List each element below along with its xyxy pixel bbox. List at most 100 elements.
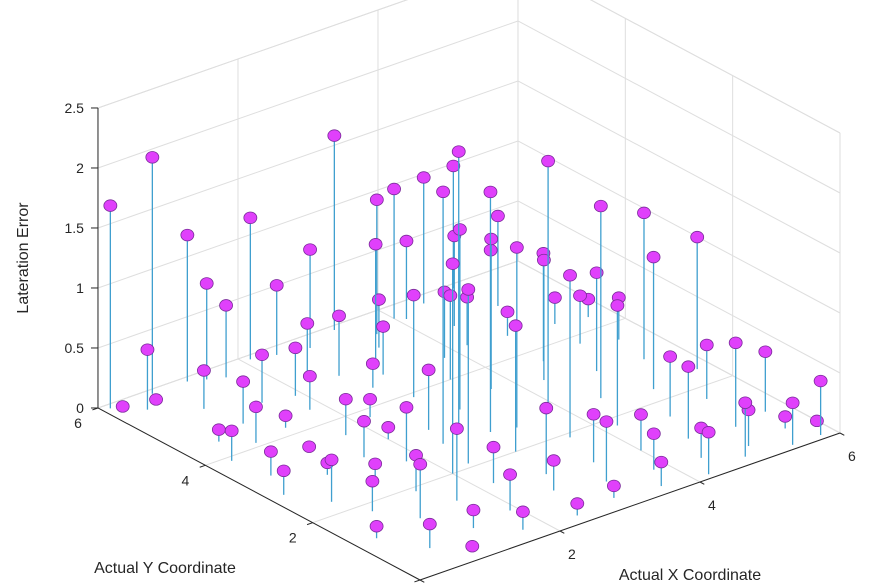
stem-marker [634, 408, 648, 421]
side-wall-gridline-z [517, 200, 841, 374]
z-tick-label: 2.5 [65, 100, 85, 116]
side-wall-gridline-z [517, 80, 841, 254]
stem-marker [451, 145, 466, 158]
stem-marker [365, 475, 380, 488]
x-tick [839, 432, 845, 436]
stem-marker [446, 159, 461, 173]
stem-marker [573, 289, 587, 302]
stem-marker [701, 426, 716, 439]
stem-marker [249, 400, 263, 414]
y-tick [306, 522, 313, 526]
stem-marker [399, 401, 414, 414]
z-axis-label: Lateration Error [15, 202, 32, 314]
back-wall-gridline-z [97, 200, 519, 349]
stem-marker [302, 369, 317, 383]
stem-marker [509, 241, 524, 254]
stem-marker [809, 414, 824, 428]
stem-marker [197, 364, 211, 377]
right-top-edge [589, 0, 841, 134]
stem-marker [738, 396, 753, 409]
stem-marker [785, 396, 800, 410]
stem-marker [449, 422, 464, 435]
y-tick [199, 464, 206, 468]
y-axis-line [97, 407, 421, 581]
stem-marker [813, 374, 828, 388]
floor-gridline-y [312, 375, 733, 524]
stem-marker [413, 458, 428, 471]
stem-marker [327, 129, 342, 142]
stem-marker [140, 343, 155, 356]
stem-marker [372, 293, 386, 306]
z-tick-label: 0 [76, 400, 84, 416]
stem-marker [541, 154, 555, 168]
stem-marker [484, 232, 499, 246]
stem-marker [547, 291, 562, 304]
stem-marker [536, 253, 551, 267]
stem-marker [278, 409, 293, 422]
tick-labels: 0246024600.511.522.5 [65, 100, 856, 588]
stem-marker [276, 464, 291, 478]
stem-marker [369, 193, 384, 206]
stem-marker [338, 392, 353, 406]
stem-marker [149, 393, 163, 406]
y-tick-label: 6 [74, 415, 82, 431]
stem-marker [436, 185, 450, 198]
stem-marker [758, 345, 773, 358]
stem-marker [243, 211, 258, 224]
stem-marker [199, 277, 214, 290]
back-wall-gridline-z [97, 20, 519, 169]
x-tick-label: 4 [708, 497, 716, 513]
stem-marker [589, 266, 604, 279]
stem-marker [236, 375, 251, 388]
stem-marker [302, 440, 317, 453]
stem-marker [269, 279, 284, 292]
stem-marker [368, 238, 383, 251]
stem-marker [508, 319, 523, 332]
stem-marker [646, 250, 661, 264]
stem-marker [570, 497, 585, 510]
x-tick-label: 6 [848, 448, 856, 464]
x-tick [559, 530, 565, 534]
stem-marker [491, 209, 505, 223]
back-wall-gridline-z [97, 0, 409, 109]
stem-marker [224, 424, 239, 438]
floor-gridline-x [237, 358, 561, 532]
stem-marker [610, 299, 625, 312]
stem-marker [515, 505, 530, 518]
stem-marker [376, 320, 391, 333]
x-tick-label: 2 [568, 546, 576, 562]
stem-marker [690, 230, 705, 244]
stem-marker [486, 440, 501, 454]
stem-marker [357, 415, 371, 428]
stem-marker [381, 421, 396, 434]
stem-marker [663, 350, 678, 363]
stem-marker [288, 341, 303, 355]
z-tick-label: 2 [76, 160, 84, 176]
stem-marker [387, 182, 401, 196]
stem-marker [681, 360, 696, 373]
stem-marker [332, 309, 346, 323]
stem-marker [654, 455, 669, 469]
stem-marker [303, 243, 317, 256]
x-axis-line [419, 432, 841, 581]
stem-marker [399, 234, 414, 248]
back-wall-gridline-z [97, 80, 519, 229]
stem-marker [546, 454, 561, 467]
y-tick-label: 2 [289, 530, 297, 546]
y-axis-label: Actual Y Coordinate [94, 560, 236, 577]
stem-marker [369, 520, 384, 533]
stem-marker [443, 289, 458, 302]
back-wall-gridline-z [97, 260, 519, 409]
stem-marker [324, 453, 339, 467]
stem-marker [461, 283, 476, 296]
stem-marker [503, 468, 517, 481]
stem-marker [599, 415, 614, 428]
side-wall-gridline-z [589, 0, 841, 134]
stem-marker [728, 336, 743, 349]
stem-marker [211, 423, 226, 436]
x-tick [419, 579, 425, 583]
stems [103, 129, 828, 553]
stem-marker [406, 288, 421, 302]
stem-marker [145, 151, 160, 164]
